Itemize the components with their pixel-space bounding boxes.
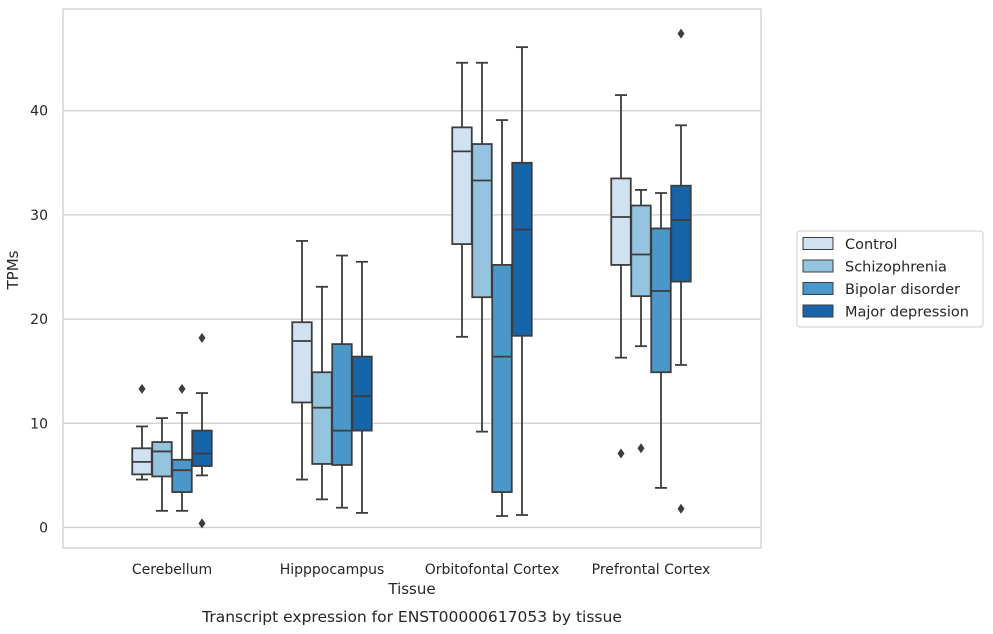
x-tick-labels: Cerebellum Hipppocampus Orbitofontal Corte…: [132, 562, 710, 578]
series-group: [131, 61, 632, 481]
box: [351, 260, 373, 514]
box-body: [291, 321, 313, 404]
outlier-marker: [198, 332, 206, 343]
legend-swatch: [802, 237, 834, 250]
x-tick-label: Prefrontal Cortex: [592, 562, 711, 578]
chart-caption: Transcript expression for ENST0000061705…: [201, 608, 622, 626]
box-body: [451, 126, 473, 245]
outlier-marker: [138, 383, 146, 394]
legend-label: Major depression: [845, 305, 969, 321]
y-tick-label: 40: [30, 104, 48, 120]
series-group: [171, 119, 672, 517]
box-body: [471, 143, 493, 299]
box-body: [650, 227, 672, 374]
outlier-marker: [178, 383, 186, 394]
outlier-marker: [677, 503, 685, 514]
box: [331, 254, 353, 509]
box: [131, 383, 153, 481]
x-tick-label: Hipppocampus: [280, 562, 385, 578]
x-axis-label: Tissue: [387, 580, 435, 598]
box: [670, 28, 692, 514]
box: [511, 46, 533, 516]
box-body: [511, 161, 533, 337]
y-tick-label: 20: [30, 312, 48, 328]
box: [491, 119, 513, 517]
x-tick-label: Cerebellum: [132, 562, 212, 578]
y-tick-labels: 0 10 20 30 40: [30, 104, 48, 537]
box-body: [491, 264, 513, 493]
box-body: [630, 204, 652, 298]
legend-label: Schizophrenia: [845, 260, 947, 276]
legend-swatch: [802, 304, 834, 318]
legend-item: Major depression: [802, 304, 969, 321]
box-body: [311, 371, 333, 465]
box: [471, 61, 493, 433]
outlier-marker: [198, 518, 206, 529]
box: [650, 192, 672, 489]
box: [291, 240, 313, 481]
y-tick-label: 0: [39, 521, 48, 537]
box: [610, 94, 632, 459]
legend-label: Control: [845, 237, 897, 253]
box: [151, 417, 173, 512]
box: [311, 285, 333, 501]
legend: Control Schizophrenia Bipolar disorder Majo…: [796, 230, 984, 328]
legend-swatch: [802, 259, 834, 273]
y-axis-label: TPMs: [4, 250, 22, 290]
box-body: [610, 177, 632, 266]
outlier-marker: [637, 443, 645, 454]
box-body: [331, 343, 353, 466]
outlier-marker: [677, 28, 685, 39]
legend-frame: [796, 230, 984, 328]
series-group: [191, 28, 692, 529]
box-body: [670, 184, 692, 283]
plot-frame: [62, 8, 762, 549]
box-body: [151, 441, 173, 478]
y-tick-label: 30: [30, 208, 48, 224]
box-series: [131, 28, 692, 529]
box: [191, 332, 213, 529]
box-body: [351, 355, 373, 432]
series-group: [151, 61, 652, 512]
legend-label: Bipolar disorder: [845, 282, 960, 298]
box: [630, 188, 652, 454]
box-body: [191, 429, 213, 467]
legend-swatch: [802, 282, 834, 295]
legend-item: Control: [802, 237, 897, 253]
legend-item: Schizophrenia: [802, 259, 947, 276]
box: [451, 61, 473, 338]
x-tick-label: Orbitofontal Cortex: [425, 562, 560, 578]
y-tick-label: 10: [30, 416, 48, 432]
box: [171, 383, 193, 512]
legend-item: Bipolar disorder: [802, 282, 960, 298]
box-body: [171, 458, 193, 493]
outlier-marker: [617, 448, 625, 459]
